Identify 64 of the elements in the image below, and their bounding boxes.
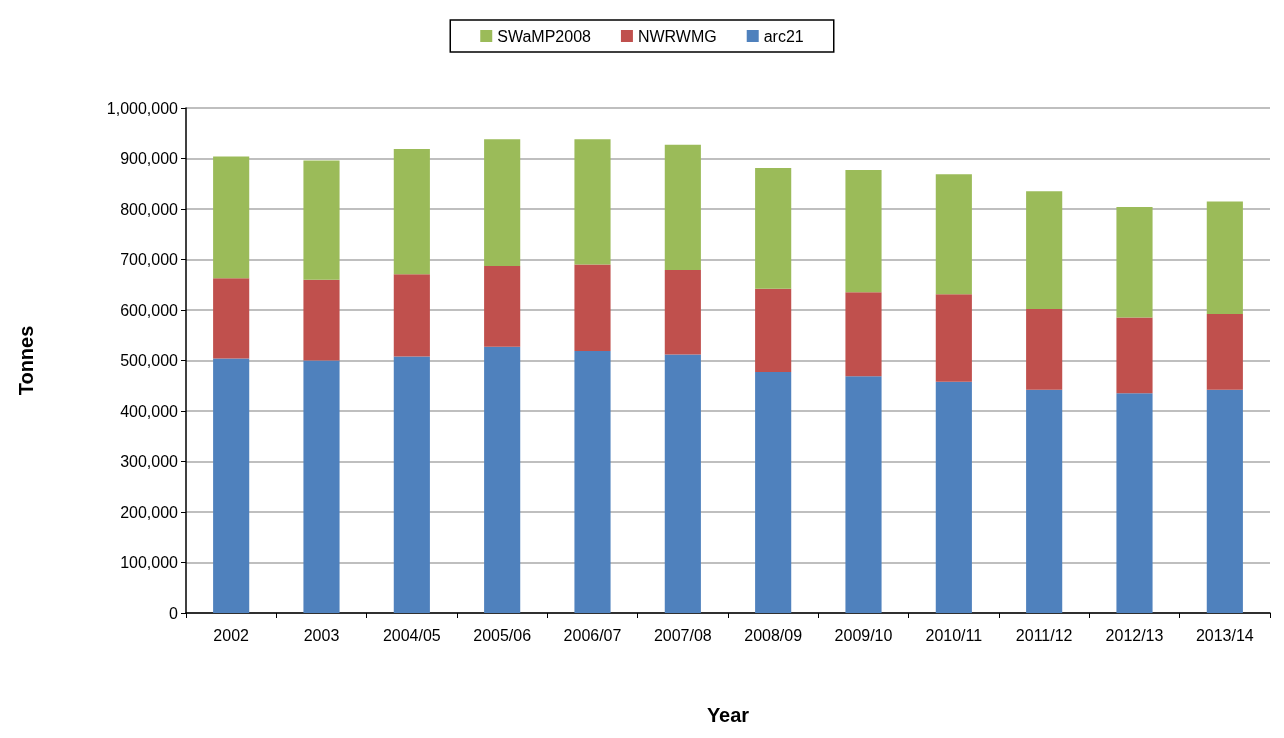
bar <box>755 288 792 373</box>
bar <box>1116 393 1153 613</box>
x-tick-label: 2012/13 <box>1105 626 1164 644</box>
x-tick-label: 2005/06 <box>473 626 532 644</box>
y-tick-label: 900,000 <box>120 150 179 167</box>
bar <box>213 278 250 359</box>
y-axis-title: Tonnes <box>15 325 37 396</box>
x-tick-label: 2010/11 <box>925 626 983 644</box>
bar <box>755 168 792 289</box>
bar <box>1116 317 1153 394</box>
legend-label: arc21 <box>763 27 804 45</box>
x-tick-label: 2008/09 <box>744 626 803 644</box>
bar <box>664 270 701 355</box>
bar <box>755 372 792 613</box>
bar <box>574 139 611 265</box>
bar <box>935 174 972 295</box>
bar <box>213 358 250 613</box>
x-tick-label: 2007/08 <box>653 626 712 644</box>
bar <box>393 274 430 357</box>
x-tick-label: 2006/07 <box>563 626 622 644</box>
x-tick-label: 2002 <box>213 626 250 644</box>
bar <box>574 350 611 613</box>
x-tick-label: 2009/10 <box>834 626 893 644</box>
bar <box>484 266 521 347</box>
legend-label: SWaMP2008 <box>497 27 592 45</box>
y-tick-label: 500,000 <box>120 352 179 369</box>
y-tick-label: 200,000 <box>120 503 179 521</box>
x-tick-label: 2011/12 <box>1015 626 1073 644</box>
x-tick-label: 2004/05 <box>382 626 441 644</box>
bar <box>393 356 430 613</box>
bar <box>303 160 340 280</box>
bar <box>935 381 972 613</box>
bar <box>484 346 521 613</box>
y-tick-label: 700,000 <box>120 251 179 268</box>
bar <box>1206 201 1243 315</box>
bar <box>845 170 882 293</box>
y-tick-label: 0 <box>169 604 179 622</box>
x-axis-title: Year <box>706 704 750 726</box>
y-tick-label: 800,000 <box>120 200 179 218</box>
y-tick-label: 100,000 <box>120 554 179 571</box>
x-tick-label: 2013/14 <box>1195 626 1254 644</box>
bar <box>393 148 430 275</box>
bar <box>484 139 521 267</box>
bar <box>213 156 250 279</box>
x-tick-label: 2003 <box>303 626 340 644</box>
bar <box>845 376 882 613</box>
y-tick-label: 300,000 <box>120 453 179 470</box>
legend-label: NWRWMG <box>637 27 717 45</box>
bar <box>845 292 882 377</box>
bar <box>1026 389 1063 613</box>
bar <box>1206 389 1243 613</box>
bar <box>664 354 701 613</box>
bar <box>1026 191 1063 309</box>
bar <box>303 360 340 613</box>
bar <box>935 294 972 382</box>
bar <box>1026 308 1063 390</box>
bar <box>574 264 611 351</box>
bar <box>1116 206 1153 318</box>
bar <box>303 279 340 361</box>
y-tick-label: 1,000,000 <box>106 99 179 117</box>
bar <box>1206 314 1243 390</box>
y-tick-label: 600,000 <box>120 301 179 319</box>
bar <box>664 144 701 271</box>
y-tick-label: 400,000 <box>120 402 179 420</box>
